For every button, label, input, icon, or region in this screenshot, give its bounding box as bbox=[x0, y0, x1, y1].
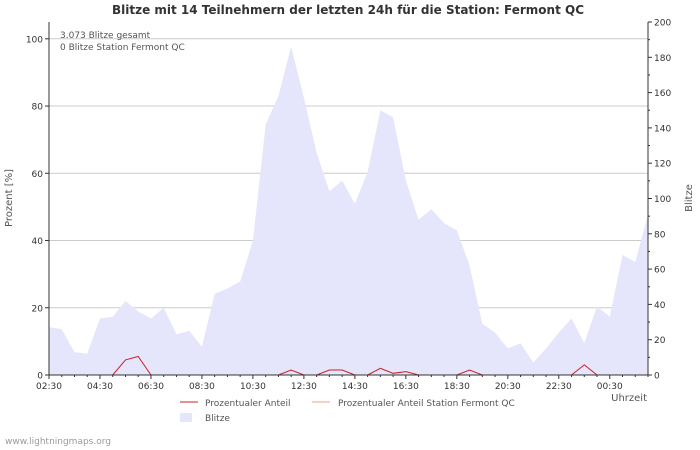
right-tick-label: 160 bbox=[654, 89, 671, 99]
left-tick-label: 40 bbox=[32, 237, 44, 247]
x-tick-label: 06:30 bbox=[138, 382, 164, 392]
left-tick-label: 60 bbox=[32, 170, 44, 180]
x-tick-label: 00:30 bbox=[597, 382, 623, 392]
legend-swatch-blitze bbox=[180, 413, 192, 422]
x-tick-label: 12:30 bbox=[291, 382, 317, 392]
x-tick-label: 16:30 bbox=[393, 382, 419, 392]
legend-label-blitze: Blitze bbox=[205, 414, 230, 424]
x-tick-label: 14:30 bbox=[342, 382, 368, 392]
y-axis-label-right: Blitze bbox=[684, 184, 695, 212]
right-tick-label: 40 bbox=[654, 301, 666, 311]
x-tick-label: 18:30 bbox=[444, 382, 470, 392]
grid-lines bbox=[49, 38, 648, 309]
y-axis-label-left: Prozent [%] bbox=[4, 169, 15, 227]
right-tick-label: 120 bbox=[654, 160, 671, 170]
chart-title: Blitze mit 14 Teilnehmern der letzten 24… bbox=[112, 3, 584, 17]
right-tick-label: 80 bbox=[654, 230, 666, 240]
x-tick-label: 10:30 bbox=[240, 382, 266, 392]
x-axis-ticks: 02:30 04:30 06:30 08:30 10:30 12:30 14:30 16:30… bbox=[36, 375, 649, 392]
legend: Prozentualer Anteil Prozentualer Anteil … bbox=[180, 399, 515, 424]
right-axis-ticks: 0 20 40 60 80 100 120 140 160 180 200 bbox=[648, 19, 671, 382]
footer-source: www.lightningmaps.org bbox=[5, 437, 111, 447]
legend-label-prozent-station: Prozentualer Anteil Station Fermont QC bbox=[338, 399, 515, 409]
left-tick-label: 0 bbox=[37, 372, 43, 382]
right-tick-label: 20 bbox=[654, 336, 666, 346]
x-tick-label: 08:30 bbox=[189, 382, 215, 392]
right-tick-label: 0 bbox=[654, 372, 660, 382]
x-tick-label: 22:30 bbox=[546, 382, 572, 392]
right-tick-label: 180 bbox=[654, 54, 671, 64]
left-tick-label: 20 bbox=[32, 304, 44, 314]
left-tick-label: 80 bbox=[32, 103, 44, 113]
right-tick-label: 200 bbox=[654, 19, 671, 29]
x-tick-label: 02:30 bbox=[36, 382, 62, 392]
left-axis-ticks: 0 20 40 60 80 100 bbox=[26, 35, 49, 382]
annotation-total: 3.073 Blitze gesamt bbox=[60, 31, 151, 41]
left-tick-label: 100 bbox=[26, 35, 43, 45]
x-tick-label: 20:30 bbox=[495, 382, 521, 392]
annotation-station: 0 Blitze Station Fermont QC bbox=[60, 43, 185, 53]
right-tick-label: 140 bbox=[654, 124, 671, 134]
right-tick-label: 100 bbox=[654, 195, 671, 205]
x-tick-label: 04:30 bbox=[87, 382, 113, 392]
series-blitze-area bbox=[49, 46, 648, 375]
right-tick-label: 60 bbox=[654, 266, 666, 276]
legend-label-prozent: Prozentualer Anteil bbox=[205, 399, 291, 409]
x-axis-label: Uhrzeit bbox=[611, 393, 647, 404]
